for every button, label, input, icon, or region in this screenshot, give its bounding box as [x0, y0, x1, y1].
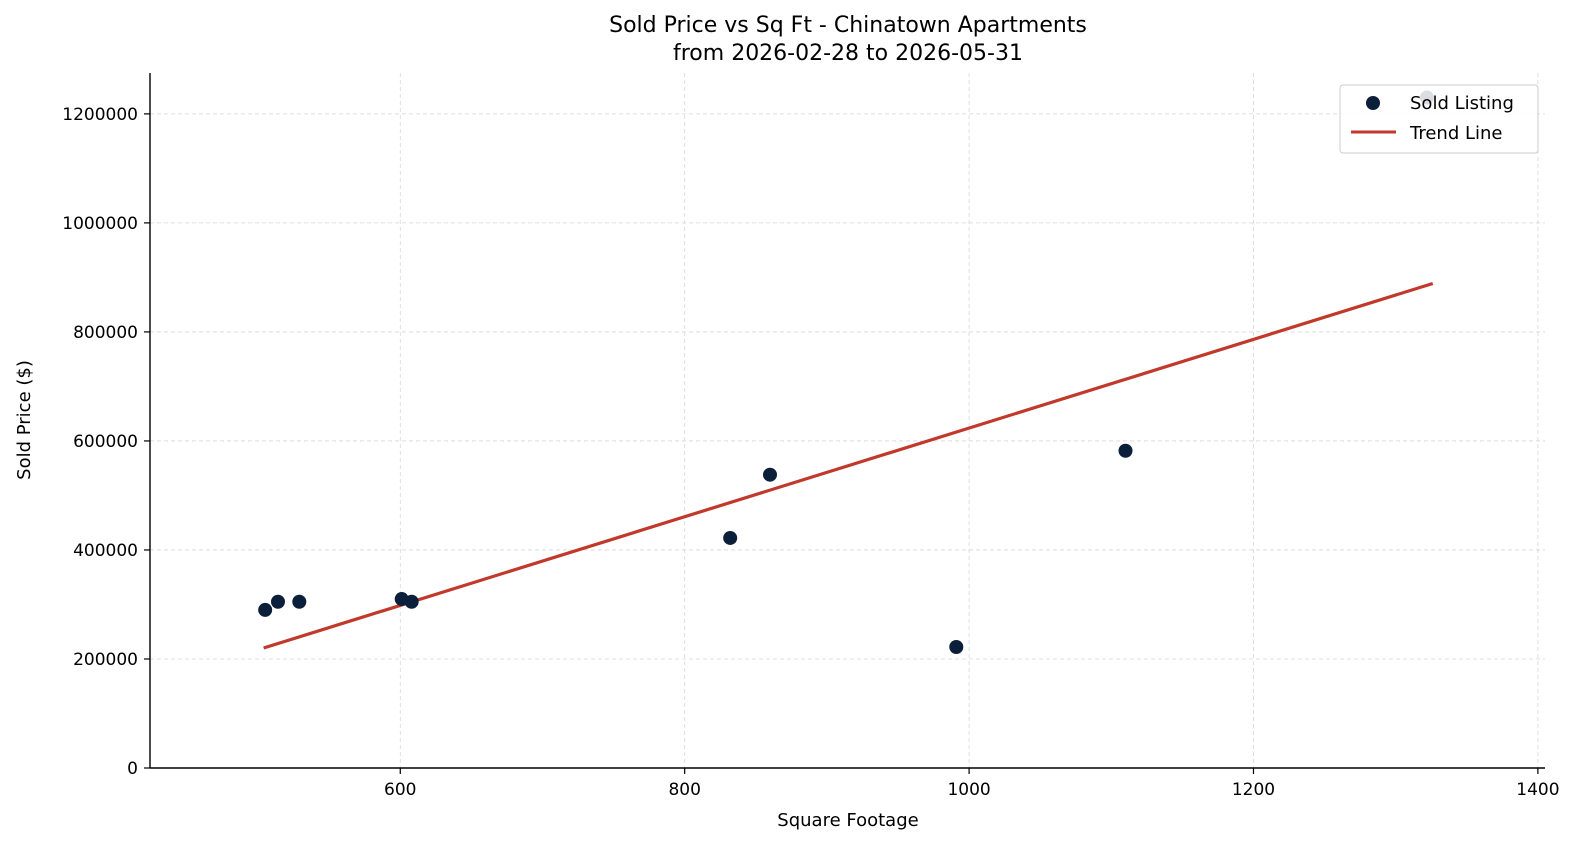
trend-line-layer — [263, 281, 1434, 650]
x-tick-label: 1000 — [947, 780, 990, 800]
y-tick-label: 200000 — [73, 650, 138, 670]
ticks: 600 800 1000 1200 1400 0 200000 400000 600000 800… — [62, 105, 1559, 800]
y-tick-label: 800000 — [73, 323, 138, 343]
data-point — [258, 602, 273, 617]
chart-title: Sold Price vs Sq Ft - Chinatown Apartmen… — [609, 13, 1087, 38]
y-tick-label: 600000 — [73, 432, 138, 452]
data-point — [949, 639, 964, 654]
x-axis-label: Square Footage — [777, 810, 918, 831]
axes — [149, 73, 1545, 769]
trend-line — [263, 281, 1434, 650]
y-axis-label: Sold Price ($) — [14, 360, 35, 480]
legend-marker-sold-listing — [1366, 96, 1380, 110]
y-tick-label: 1000000 — [62, 214, 138, 234]
chart-subtitle: from 2026-02-28 to 2026-05-31 — [673, 41, 1023, 66]
y-tick-label: 0 — [127, 759, 138, 779]
points-layer — [258, 90, 1434, 654]
x-tick-label: 800 — [668, 780, 700, 800]
x-tick-label: 1200 — [1232, 780, 1275, 800]
legend: Sold Listing Trend Line — [1339, 84, 1539, 154]
legend-label-trend-line: Trend Line — [1409, 123, 1503, 144]
x-tick-label: 600 — [384, 780, 416, 800]
data-point — [763, 467, 777, 482]
data-point — [404, 594, 419, 609]
data-point — [292, 594, 307, 609]
legend-label-sold-listing: Sold Listing — [1410, 93, 1514, 114]
y-tick-label: 400000 — [73, 541, 138, 561]
y-tick-label: 1200000 — [62, 105, 138, 125]
x-tick-label: 1400 — [1516, 780, 1559, 800]
data-point — [723, 530, 738, 545]
data-point — [1118, 443, 1133, 458]
legend-box — [1339, 84, 1539, 154]
grid — [150, 73, 1545, 768]
data-point — [270, 594, 285, 609]
